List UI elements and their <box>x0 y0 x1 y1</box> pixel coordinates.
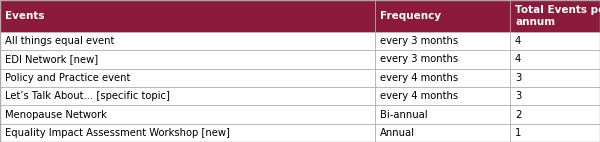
Text: every 4 months: every 4 months <box>380 73 458 83</box>
Bar <box>510 124 600 142</box>
Text: every 3 months: every 3 months <box>380 55 458 64</box>
Text: every 4 months: every 4 months <box>380 91 458 101</box>
Bar <box>375 69 510 87</box>
Text: Equality Impact Assessment Workshop [new]: Equality Impact Assessment Workshop [new… <box>5 128 230 138</box>
Text: Frequency: Frequency <box>380 11 441 21</box>
Text: Bi-annual: Bi-annual <box>380 109 428 120</box>
Text: 3: 3 <box>515 73 521 83</box>
Bar <box>510 69 600 87</box>
Bar <box>375 124 510 142</box>
Text: 2: 2 <box>515 109 521 120</box>
Text: 3: 3 <box>515 91 521 101</box>
Text: 4: 4 <box>515 36 521 46</box>
Text: Events: Events <box>5 11 44 21</box>
Bar <box>0 50 375 69</box>
Text: All things equal event: All things equal event <box>5 36 115 46</box>
Text: every 3 months: every 3 months <box>380 36 458 46</box>
Bar <box>0 124 375 142</box>
Bar <box>510 105 600 124</box>
Text: EDI Network [new]: EDI Network [new] <box>5 55 98 64</box>
Bar <box>375 105 510 124</box>
Text: Total Events per
annum: Total Events per annum <box>515 5 600 27</box>
Bar <box>375 0 510 32</box>
Text: 1: 1 <box>515 128 521 138</box>
Bar <box>510 87 600 105</box>
Bar <box>0 32 375 50</box>
Bar <box>0 69 375 87</box>
Bar <box>510 32 600 50</box>
Bar <box>510 50 600 69</box>
Bar <box>375 50 510 69</box>
Bar <box>510 0 600 32</box>
Text: Policy and Practice event: Policy and Practice event <box>5 73 130 83</box>
Text: Menopause Network: Menopause Network <box>5 109 107 120</box>
Text: Let’s Talk About... [specific topic]: Let’s Talk About... [specific topic] <box>5 91 170 101</box>
Bar <box>0 0 375 32</box>
Text: 4: 4 <box>515 55 521 64</box>
Bar <box>0 87 375 105</box>
Bar <box>0 105 375 124</box>
Text: Annual: Annual <box>380 128 415 138</box>
Bar <box>375 87 510 105</box>
Bar <box>375 32 510 50</box>
